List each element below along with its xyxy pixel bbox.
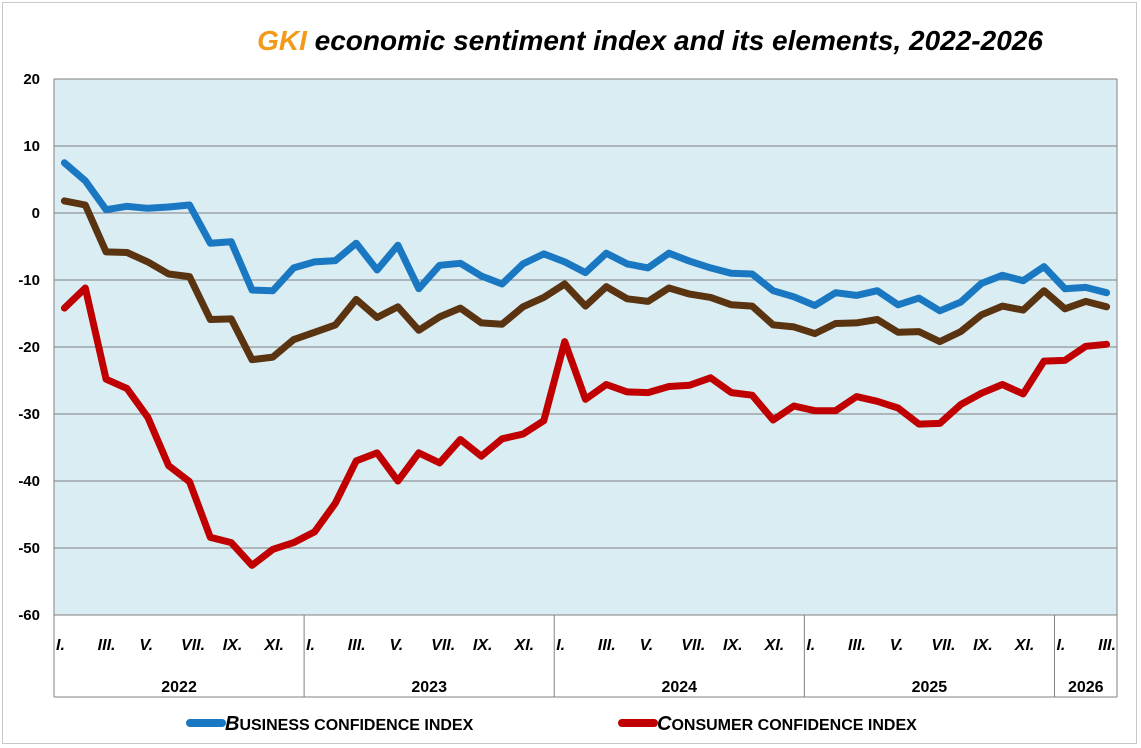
series-line-2	[60, 284, 1111, 569]
x-tick-label: VII.	[931, 637, 955, 654]
year-label: 2026	[1068, 679, 1104, 696]
y-tick-label: 10	[23, 138, 40, 155]
x-tick-label: XI.	[263, 637, 284, 654]
x-tick-label: V.	[890, 637, 904, 654]
year-label: 2025	[912, 679, 948, 696]
gridlines	[54, 78, 1117, 616]
y-tick-label: -40	[18, 473, 40, 490]
x-tick-label: VII.	[431, 637, 455, 654]
x-axis: I. III. V. VII. IX. XI. 2022 I. III. V. VII. IX. XI.…	[53, 79, 1118, 698]
x-tick-label: IX.	[223, 637, 243, 654]
x-tick-label: V.	[139, 637, 153, 654]
x-tick-label: XI.	[514, 637, 535, 654]
legend-label: BUSINESS CONFIDENCE INDEX	[225, 713, 474, 735]
legend-label: CONSUMER CONFIDENCE INDEX	[657, 713, 917, 735]
y-tick-label: -60	[18, 607, 40, 624]
x-tick-label: III.	[98, 637, 116, 654]
year-label: 2023	[411, 679, 447, 696]
x-tick-label: XI.	[1014, 637, 1035, 654]
year-label: 2022	[161, 679, 197, 696]
x-tick-label: IX.	[723, 637, 743, 654]
x-tick-label: V.	[389, 637, 403, 654]
series-line-1	[60, 197, 1111, 364]
y-tick-label: -10	[18, 272, 40, 289]
x-tick-label: I.	[806, 637, 815, 654]
y-tick-label: -30	[18, 406, 40, 423]
y-tick-label: -20	[18, 339, 40, 356]
x-tick-label: I.	[56, 637, 65, 654]
x-tick-label: I.	[306, 637, 315, 654]
x-tick-label: IX.	[473, 637, 493, 654]
y-tick-label: 20	[23, 71, 40, 88]
y-tick-label: 0	[32, 205, 40, 222]
x-tick-label: III.	[1098, 637, 1116, 654]
x-tick-label: I.	[556, 637, 565, 654]
x-tick-label: VII.	[681, 637, 705, 654]
title-text: economic sentiment index and its element…	[307, 25, 1043, 56]
x-tick-label: VII.	[181, 637, 205, 654]
x-tick-label: III.	[848, 637, 866, 654]
series-line-0	[60, 159, 1111, 315]
series-lines	[60, 159, 1111, 569]
y-axis: 20 10 0 -10 -20 -30 -40 -50 -60	[18, 71, 40, 624]
legend: BUSINESS CONFIDENCE INDEX CONSUMER CONFID…	[186, 713, 917, 735]
x-tick-label: III.	[348, 637, 366, 654]
year-label: 2024	[661, 679, 697, 696]
chart-title: GKI economic sentiment index and its ele…	[257, 25, 1043, 56]
title-brand: GKI	[257, 25, 308, 56]
x-tick-label: III.	[598, 637, 616, 654]
x-tick-label: I.	[1056, 637, 1065, 654]
y-tick-label: -50	[18, 540, 40, 557]
x-tick-label: XI.	[764, 637, 785, 654]
x-tick-label: V.	[640, 637, 654, 654]
x-tick-label: IX.	[973, 637, 993, 654]
